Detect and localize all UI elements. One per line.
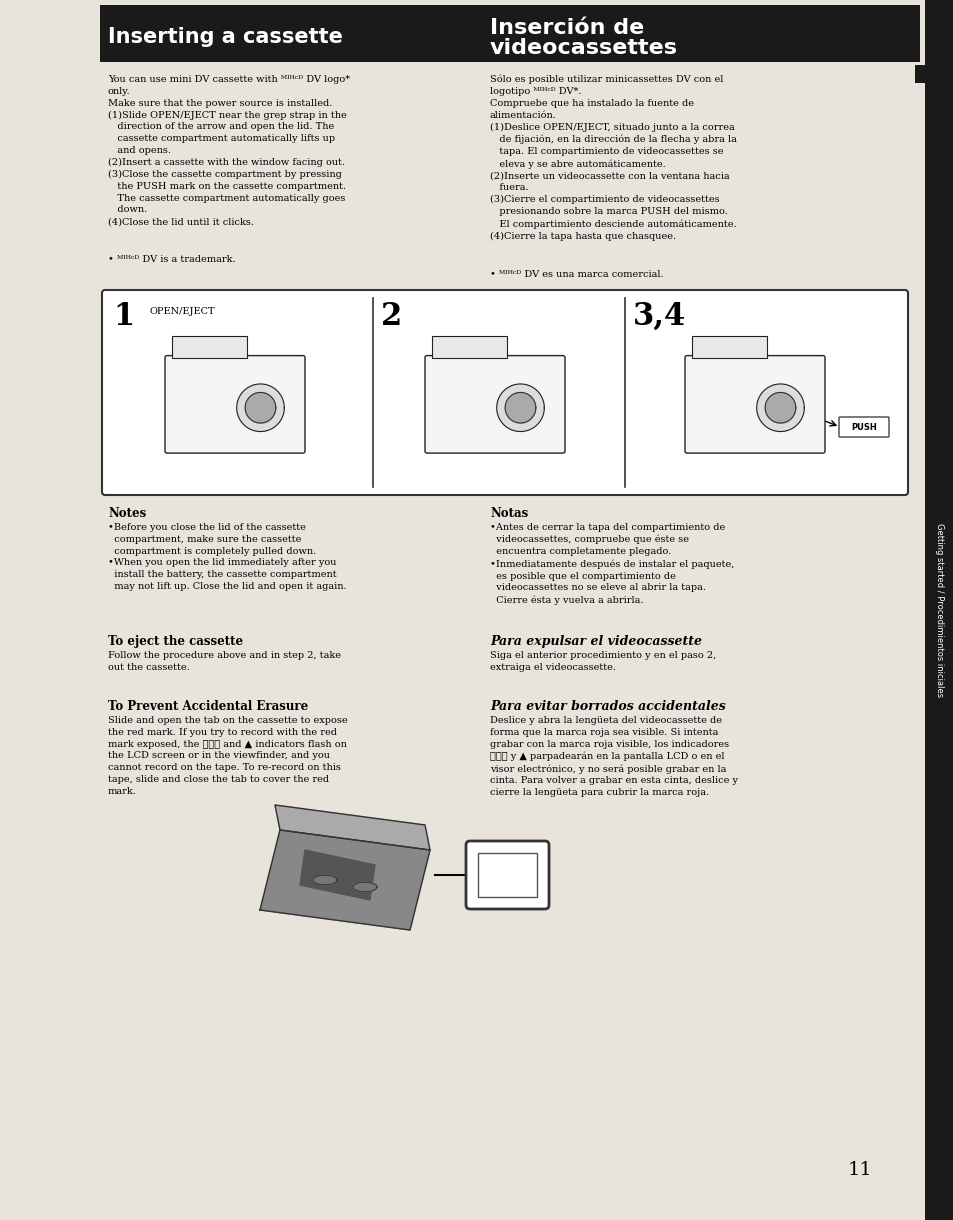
- FancyBboxPatch shape: [424, 355, 564, 453]
- Bar: [432, 337, 506, 357]
- Text: • ᴹᴵᴻᶜᴰ DV es una marca comercial.: • ᴹᴵᴻᶜᴰ DV es una marca comercial.: [490, 270, 663, 279]
- Text: •Before you close the lid of the cassette
  compartment, make sure the cassette
: •Before you close the lid of the cassett…: [108, 523, 346, 590]
- Text: Para evitar borrados accidentales: Para evitar borrados accidentales: [490, 700, 725, 712]
- Text: Siga el anterior procedimiento y en el paso 2,
extraiga el videocassette.: Siga el anterior procedimiento y en el p…: [490, 651, 716, 672]
- Text: Notas: Notas: [490, 508, 528, 520]
- Polygon shape: [245, 393, 275, 423]
- Text: 11: 11: [846, 1161, 871, 1179]
- Text: OPEN/EJECT: OPEN/EJECT: [150, 307, 215, 316]
- Text: PUSH: PUSH: [850, 422, 876, 432]
- FancyBboxPatch shape: [684, 355, 824, 453]
- Text: You can use mini DV cassette with ᴹᴵᴻᶜᴰ DV logo*
only.
Make sure that the power : You can use mini DV cassette with ᴹᴵᴻᶜᴰ …: [108, 74, 350, 226]
- Polygon shape: [353, 882, 376, 892]
- FancyBboxPatch shape: [165, 355, 305, 453]
- Polygon shape: [497, 384, 544, 432]
- FancyBboxPatch shape: [102, 290, 907, 495]
- Polygon shape: [505, 393, 536, 423]
- Text: 3,4: 3,4: [633, 301, 685, 332]
- Text: To eject the cassette: To eject the cassette: [108, 634, 243, 648]
- Polygon shape: [260, 830, 430, 930]
- Text: Follow the procedure above and in step 2, take
out the cassette.: Follow the procedure above and in step 2…: [108, 651, 340, 672]
- Polygon shape: [313, 875, 336, 884]
- Text: Sólo es posible utilizar minicassettes DV con el
logotipo ᴹᴵᴻᶜᴰ DV*.
Compruebe q: Sólo es posible utilizar minicassettes D…: [490, 74, 736, 240]
- Bar: [172, 337, 247, 357]
- Polygon shape: [756, 384, 803, 432]
- Text: • ᴹᴵᴻᶜᴰ DV is a trademark.: • ᴹᴵᴻᶜᴰ DV is a trademark.: [108, 255, 235, 264]
- Text: Deslice y abra la lengüeta del videocassette de
forma que la marca roja sea visi: Deslice y abra la lengüeta del videocass…: [490, 716, 738, 797]
- Text: Getting started / Procedimientos iniciales: Getting started / Procedimientos inicial…: [935, 523, 943, 697]
- Polygon shape: [299, 850, 375, 900]
- Bar: [924, 0, 953, 1220]
- Text: Notes: Notes: [108, 508, 146, 520]
- Text: Slide and open the tab on the cassette to expose
the red mark. If you try to rec: Slide and open the tab on the cassette t…: [108, 716, 347, 795]
- Text: 1: 1: [112, 301, 134, 332]
- Bar: [914, 65, 932, 83]
- Text: Inserting a cassette: Inserting a cassette: [108, 27, 342, 48]
- Bar: [477, 853, 537, 897]
- Bar: [691, 337, 766, 357]
- Polygon shape: [274, 805, 430, 850]
- Text: videocassettes: videocassettes: [490, 38, 678, 59]
- Polygon shape: [764, 393, 795, 423]
- Text: •Antes de cerrar la tapa del compartimiento de
  videocassettes, compruebe que é: •Antes de cerrar la tapa del compartimie…: [490, 523, 734, 605]
- Text: Para expulsar el videocassette: Para expulsar el videocassette: [490, 634, 701, 648]
- Text: Inserción de: Inserción de: [490, 18, 643, 38]
- Polygon shape: [236, 384, 284, 432]
- Text: 2: 2: [380, 301, 402, 332]
- Text: To Prevent Accidental Erasure: To Prevent Accidental Erasure: [108, 700, 308, 712]
- FancyBboxPatch shape: [838, 417, 888, 437]
- Bar: [100, 5, 919, 62]
- FancyBboxPatch shape: [465, 841, 548, 909]
